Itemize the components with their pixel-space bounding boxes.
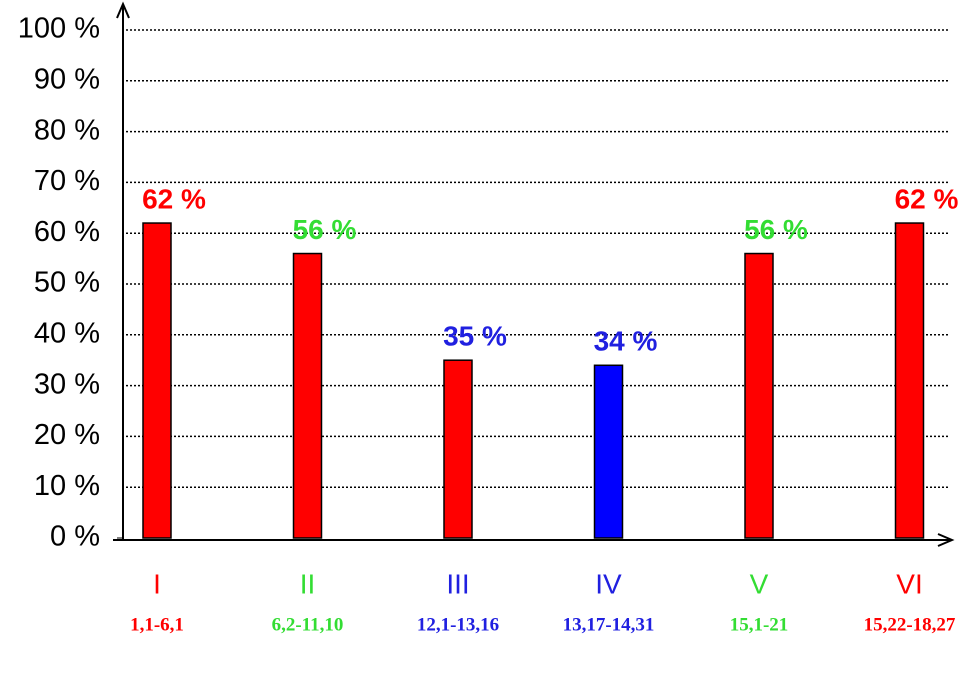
x-tick-label: II <box>300 568 316 599</box>
value-label: 56 % <box>293 214 357 245</box>
y-tick-label: 40 % <box>34 317 100 349</box>
x-tick-label: V <box>750 568 769 599</box>
bar <box>142 222 172 539</box>
value-label: 62 % <box>895 183 959 214</box>
x-tick-sublabel: 15,1-21 <box>730 614 789 635</box>
x-tick-sublabel: 6,2-11,10 <box>272 614 344 635</box>
y-tick-label: 50 % <box>34 267 100 299</box>
y-tick-label: 10 % <box>34 470 100 502</box>
x-tick-sublabel: 12,1-13,16 <box>417 614 499 635</box>
x-tick-sublabel: 1,1-6,1 <box>130 614 184 635</box>
y-tick-label: 20 % <box>34 419 100 451</box>
y-tick-label: 90 % <box>34 63 100 95</box>
x-tick-label: VI <box>896 568 922 599</box>
x-tick-label: III <box>446 568 469 599</box>
y-tick-label: 70 % <box>34 165 100 197</box>
value-label: 62 % <box>142 183 206 214</box>
y-tick-label: 30 % <box>34 368 100 400</box>
x-axis-arrow <box>937 533 955 547</box>
x-tick-sublabel: 13,17-14,31 <box>563 614 655 635</box>
value-label: 35 % <box>443 321 507 352</box>
y-tick-label: 100 % <box>18 13 100 45</box>
y-tick-label: 60 % <box>34 216 100 248</box>
x-tick-sublabel: 15,22-18,27 <box>864 614 956 635</box>
bar <box>593 364 624 539</box>
bar <box>443 359 473 539</box>
bar <box>292 252 323 539</box>
value-label: 34 % <box>594 326 658 357</box>
value-label: 56 % <box>744 214 808 245</box>
y-tick-label: 0 % <box>50 521 100 553</box>
bar <box>894 222 925 539</box>
y-tick-label: 80 % <box>34 114 100 146</box>
bar <box>744 252 774 539</box>
y-axis-arrow <box>116 1 130 19</box>
x-tick-label: I <box>153 568 161 599</box>
x-tick-label: IV <box>595 568 622 599</box>
